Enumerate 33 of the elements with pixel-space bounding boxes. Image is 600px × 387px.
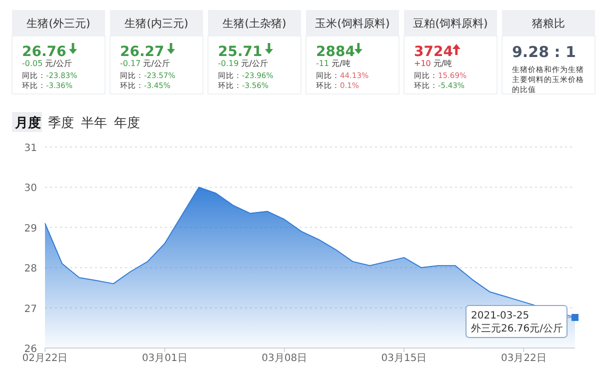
x-tick-label: 02月22日	[22, 353, 68, 364]
text: -0.05 元/公斤	[22, 59, 72, 68]
y-tick-label: 29	[24, 223, 37, 234]
x-tick-label: 03月08日	[262, 353, 308, 364]
text: 季度	[48, 115, 74, 131]
text: -0.17 元/公斤	[120, 59, 170, 68]
text: 2884	[316, 44, 356, 60]
category-label: 生猪(外三元)	[26, 17, 90, 30]
text: 年度	[114, 115, 140, 131]
x-tick-label: 03月15日	[381, 353, 427, 364]
y-tick-label: 30	[24, 183, 37, 194]
category-label: 玉米(饲料原料)	[315, 17, 390, 30]
y-tick-label: 31	[24, 143, 37, 154]
y-tick-label: 28	[24, 264, 37, 275]
text: -11 元/吨	[316, 59, 350, 68]
annotation: 2021-03-25 外三元26.76元/公斤	[471, 310, 563, 334]
text: 月度	[14, 115, 41, 131]
text: 9.28 : 1	[512, 43, 576, 61]
category-label: 猪粮比	[532, 17, 565, 30]
text: +10 元/吨	[414, 59, 452, 68]
y-tick-label: 27	[24, 304, 37, 315]
y-tick-label: 26	[24, 344, 37, 355]
category-label: 豆粕(饲料原料)	[413, 17, 488, 30]
category-label: 生猪(土杂猪)	[222, 17, 286, 30]
text: 26.76	[22, 44, 66, 60]
text: 半年	[81, 116, 107, 131]
text: 26.27	[120, 44, 164, 60]
x-tick-label: 03月01日	[142, 353, 188, 364]
x-tick-label: 03月22日	[500, 353, 546, 364]
category-label: 生猪(内三元)	[124, 17, 188, 30]
text: 3724	[414, 44, 454, 60]
text: -0.19 元/公斤	[218, 59, 268, 68]
text: 25.71	[218, 44, 262, 60]
